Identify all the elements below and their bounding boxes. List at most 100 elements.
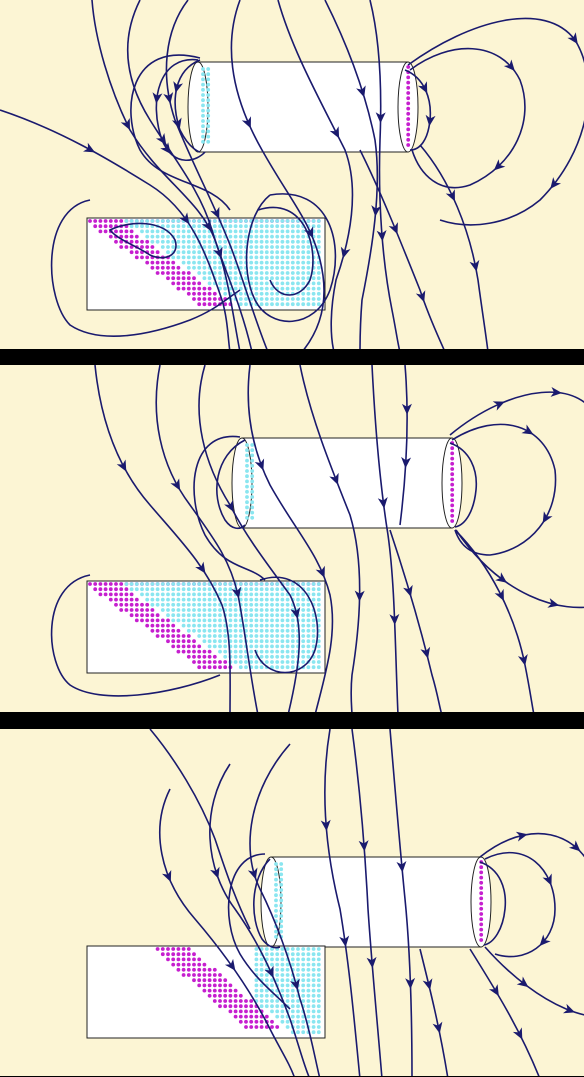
charge-dot: [124, 582, 129, 586]
charge-dot: [223, 587, 228, 592]
charge-dot: [176, 265, 181, 270]
charge-dot: [280, 983, 285, 988]
charge-dot: [166, 613, 170, 618]
charge-dot: [250, 469, 255, 473]
charge-dot: [134, 618, 139, 623]
charge-dot: [285, 993, 290, 998]
charge-dot: [254, 587, 259, 592]
charge-dot: [145, 592, 150, 597]
charge-dot: [259, 597, 264, 602]
charge-dot: [223, 993, 228, 998]
charge-dot: [406, 127, 411, 132]
charge-dot: [270, 654, 274, 659]
charge-dot: [264, 623, 269, 628]
charge-dot: [207, 993, 212, 998]
charge-dot: [249, 649, 254, 654]
charge-dot: [186, 286, 191, 291]
field-arrow-icon: [415, 290, 426, 303]
charge-dot: [244, 618, 248, 623]
charge-dot: [166, 265, 170, 270]
charge-dot: [450, 519, 455, 523]
charge-dot: [212, 665, 217, 670]
charge-dot: [296, 255, 300, 260]
charge-dot: [249, 654, 254, 659]
charge-dot: [306, 276, 311, 281]
charge-dot: [201, 124, 205, 129]
charge-dot: [140, 602, 144, 607]
charge-dot: [274, 882, 278, 887]
charge-dot: [249, 1009, 254, 1014]
charge-dot: [259, 628, 264, 633]
charge-dot: [254, 978, 259, 983]
charge-dot: [254, 644, 259, 649]
charge-dot: [279, 867, 284, 872]
charge-dot: [171, 947, 176, 951]
charge-dot: [155, 260, 160, 265]
charge-dot: [245, 443, 249, 447]
charge-dot: [290, 957, 295, 962]
charge-dot: [140, 229, 144, 234]
charge-dot: [206, 87, 211, 92]
charge-dot: [254, 957, 259, 962]
charge-dot: [176, 947, 181, 951]
charge-dot: [186, 628, 191, 633]
charge-dot: [192, 234, 196, 239]
charge-dot: [166, 957, 170, 962]
charge-dot: [201, 134, 205, 139]
charge-dot: [171, 634, 176, 638]
charge-dot: [206, 129, 211, 134]
charge-dot: [479, 938, 484, 942]
charge-dot: [316, 618, 321, 623]
charge-dot: [197, 644, 202, 649]
charge-dot: [264, 618, 269, 623]
charge-dot: [296, 1030, 300, 1035]
charge-dot: [254, 255, 259, 260]
charge-dot: [245, 479, 249, 484]
charge-dot: [264, 613, 269, 618]
charge-dot: [264, 255, 269, 260]
charge-dot: [311, 983, 316, 988]
charge-dot: [201, 129, 205, 134]
charge-dot: [140, 608, 144, 612]
charge-dot: [316, 229, 321, 234]
charge-dot: [186, 623, 191, 628]
charge-dot: [233, 276, 238, 281]
field-arrow-icon: [515, 831, 528, 842]
charge-dot: [223, 649, 228, 654]
charge-dot: [223, 281, 228, 286]
charge-dot: [285, 276, 290, 281]
charge-dot: [311, 276, 316, 281]
charge-dot: [181, 281, 186, 286]
charge-dot: [140, 582, 144, 586]
charge-dot: [311, 628, 316, 633]
charge-dot: [279, 903, 284, 908]
charge-dot: [254, 250, 259, 255]
charge-dot: [301, 978, 306, 983]
charge-dot: [285, 286, 290, 291]
charge-dot: [301, 973, 306, 977]
charge-dot: [192, 639, 196, 644]
charge-dot: [279, 877, 284, 882]
charge-dot: [296, 1004, 300, 1009]
charge-dot: [93, 582, 98, 586]
charge-dot: [279, 914, 284, 918]
charge-dot: [264, 999, 269, 1003]
charge-dot: [233, 1014, 238, 1019]
charge-dot: [264, 229, 269, 234]
charge-dot: [233, 265, 238, 270]
charge-dot: [206, 108, 211, 113]
field-arrow-icon: [358, 840, 369, 852]
charge-dot: [176, 957, 181, 962]
charge-dot: [275, 276, 280, 281]
charge-dot: [228, 623, 233, 628]
charge-dot: [316, 978, 321, 983]
charge-dot: [280, 973, 285, 977]
charge-dot: [249, 260, 254, 265]
charge-dot: [290, 634, 295, 638]
field-arrow-icon: [213, 246, 223, 259]
field-arrow-icon: [401, 456, 412, 469]
charge-dot: [285, 999, 290, 1003]
charge-dot: [134, 602, 139, 607]
charge-dot: [212, 291, 217, 296]
